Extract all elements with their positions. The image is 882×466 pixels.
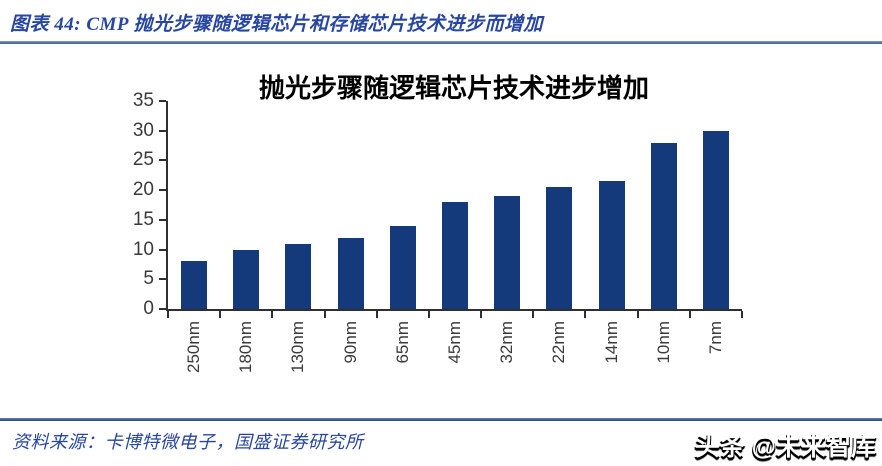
- x-axis-tick-label: 130nm: [288, 321, 308, 373]
- bar-10nm: [650, 142, 677, 309]
- x-axis-tick: [584, 311, 587, 318]
- x-axis-tick-label: 250nm: [184, 321, 204, 373]
- bar-45nm: [442, 202, 468, 309]
- bar-14nm: [598, 181, 625, 309]
- bar-32nm: [494, 196, 521, 309]
- bar-130nm: [285, 243, 312, 309]
- source-note: 资料来源：卡博特微电子，国盛证券研究所: [12, 432, 364, 452]
- y-axis-tick: [159, 218, 166, 221]
- x-axis-tick-label: 180nm: [236, 321, 256, 373]
- y-axis-tick-label: 30: [132, 119, 154, 141]
- y-axis-tick: [159, 308, 166, 310]
- x-axis-tick: [375, 311, 378, 318]
- bar-90nm: [337, 237, 364, 309]
- y-axis-tick: [159, 100, 166, 102]
- x-axis-tick: [741, 311, 743, 318]
- y-axis-tick-label: 5: [143, 268, 154, 290]
- x-axis-tick-label: 65nm: [392, 321, 412, 364]
- y-axis-tick: [159, 129, 166, 132]
- bar-180nm: [233, 249, 260, 309]
- y-axis-tick-label: 35: [132, 90, 154, 111]
- x-axis-tick: [427, 311, 430, 318]
- x-axis-tick: [219, 311, 222, 318]
- x-axis-tick: [688, 311, 691, 318]
- bar-chart-plot-area: 0 5 10 15 20 25 30 35 250nm 180nm 130nm 90nm 65nm 45n…: [133, 91, 743, 373]
- x-axis-tick: [323, 311, 326, 318]
- x-axis-tick: [271, 311, 274, 318]
- x-axis-tick-label: 32nm: [497, 321, 517, 364]
- x-axis-tick-label: 14nm: [601, 321, 621, 364]
- x-axis-tick: [636, 311, 639, 318]
- bar-65nm: [389, 225, 416, 309]
- x-axis-tick-label: 22nm: [549, 321, 569, 364]
- x-axis-tick-label: 90nm: [340, 321, 360, 364]
- x-axis-tick-label: 10nm: [653, 321, 673, 364]
- watermark: 头条 @未来智库: [694, 433, 876, 461]
- y-axis-tick-label: 20: [132, 179, 154, 201]
- bar-250nm: [181, 261, 208, 309]
- header-divider: [0, 41, 882, 44]
- bar-22nm: [546, 187, 573, 309]
- x-axis-tick-label: 7nm: [705, 321, 725, 355]
- x-axis-tick: [167, 311, 169, 318]
- x-axis-tick: [532, 311, 535, 318]
- chart-title: 抛光步骤随逻辑芯片技术进步增加: [258, 73, 649, 103]
- y-axis-tick-label: 25: [132, 149, 154, 171]
- x-axis-tick: [480, 311, 483, 318]
- y-axis-tick: [159, 159, 166, 162]
- y-axis-tick-label: 0: [143, 298, 154, 319]
- y-axis-tick-label: 15: [132, 208, 154, 230]
- bar-7nm: [702, 130, 729, 309]
- footer-divider: [0, 418, 882, 421]
- y-axis-tick: [159, 189, 166, 192]
- x-axis-tick-label: 45nm: [445, 321, 464, 364]
- figure-caption: 图表 44: CMP 抛光步骤随逻辑芯片和存储芯片技术进步而增加: [10, 14, 544, 35]
- y-axis-tick-label: 10: [132, 238, 154, 260]
- y-axis-tick: [159, 278, 166, 281]
- y-axis-tick: [159, 248, 166, 251]
